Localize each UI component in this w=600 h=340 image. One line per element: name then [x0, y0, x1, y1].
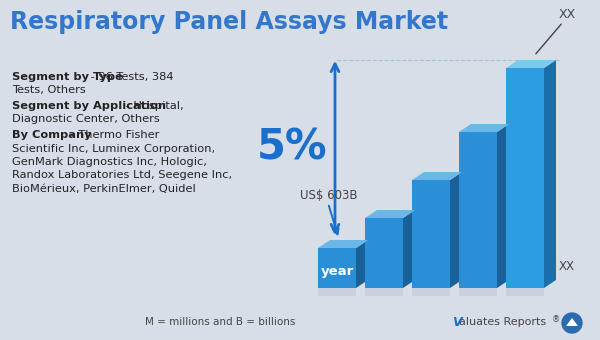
Text: XX: XX [559, 259, 575, 272]
Polygon shape [365, 218, 403, 288]
Polygon shape [412, 180, 450, 288]
Polygon shape [412, 172, 462, 180]
Text: GenMark Diagnostics Inc, Hologic,: GenMark Diagnostics Inc, Hologic, [12, 157, 207, 167]
Text: Segment by Application: Segment by Application [12, 101, 166, 111]
Text: - 96 Tests, 384: - 96 Tests, 384 [87, 72, 173, 82]
Polygon shape [450, 172, 462, 288]
Text: aluates Reports: aluates Reports [459, 317, 546, 327]
Text: Respiratory Panel Assays Market: Respiratory Panel Assays Market [10, 10, 448, 34]
Polygon shape [459, 132, 497, 288]
Polygon shape [318, 240, 368, 248]
Polygon shape [365, 288, 403, 296]
Text: Randox Laboratories Ltd, Seegene Inc,: Randox Laboratories Ltd, Seegene Inc, [12, 170, 232, 181]
Polygon shape [506, 60, 556, 68]
Text: By Company: By Company [12, 130, 92, 140]
Text: 5%: 5% [256, 127, 327, 169]
Polygon shape [566, 318, 578, 326]
Polygon shape [506, 68, 544, 288]
Text: Tests, Others: Tests, Others [12, 85, 86, 96]
Polygon shape [506, 288, 544, 296]
Polygon shape [497, 124, 509, 288]
Text: V: V [452, 316, 461, 328]
Text: XX: XX [559, 8, 576, 21]
Text: BioMérieux, PerkinElmer, Quidel: BioMérieux, PerkinElmer, Quidel [12, 184, 196, 194]
Text: Scientific Inc, Luminex Corporation,: Scientific Inc, Luminex Corporation, [12, 143, 215, 153]
Polygon shape [459, 124, 509, 132]
Circle shape [562, 313, 582, 333]
Text: ®: ® [552, 316, 560, 324]
Text: Segment by Type: Segment by Type [12, 72, 123, 82]
Polygon shape [403, 210, 415, 288]
Polygon shape [459, 288, 497, 296]
Text: - Hospital,: - Hospital, [122, 101, 184, 111]
Polygon shape [412, 288, 450, 296]
Text: year: year [320, 265, 353, 278]
Polygon shape [318, 248, 356, 288]
Polygon shape [318, 288, 356, 296]
Polygon shape [365, 210, 415, 218]
Text: - Thermo Fisher: - Thermo Fisher [67, 130, 160, 140]
Text: M = millions and B = billions: M = millions and B = billions [145, 317, 295, 327]
Polygon shape [544, 60, 556, 288]
Text: Diagnostic Center, Others: Diagnostic Center, Others [12, 115, 160, 124]
Polygon shape [356, 240, 368, 288]
Text: US$ 603B: US$ 603B [300, 189, 358, 202]
